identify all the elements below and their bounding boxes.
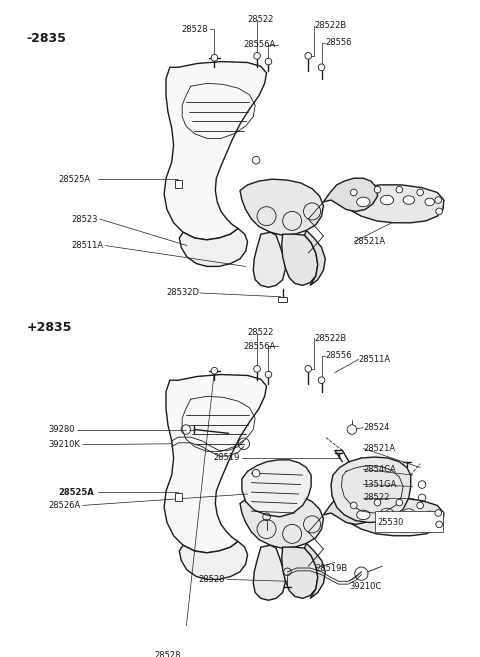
- Text: -2835: -2835: [26, 32, 67, 45]
- Circle shape: [252, 156, 260, 164]
- Text: 28511A: 28511A: [71, 241, 103, 250]
- Polygon shape: [304, 543, 325, 599]
- Circle shape: [374, 499, 381, 506]
- Text: 28521A: 28521A: [354, 237, 386, 246]
- Text: 28528: 28528: [198, 575, 225, 584]
- Ellipse shape: [403, 509, 415, 517]
- Polygon shape: [342, 498, 444, 535]
- Text: 28522B: 28522B: [314, 21, 346, 30]
- Polygon shape: [242, 460, 311, 517]
- Ellipse shape: [357, 510, 370, 520]
- Ellipse shape: [403, 196, 415, 204]
- Text: 28556A: 28556A: [244, 342, 276, 351]
- Circle shape: [417, 189, 423, 196]
- Text: 39280: 39280: [48, 425, 75, 434]
- Ellipse shape: [380, 509, 394, 518]
- Text: +2835: +2835: [26, 321, 72, 334]
- Ellipse shape: [380, 195, 394, 205]
- Polygon shape: [253, 233, 286, 287]
- Circle shape: [318, 64, 325, 70]
- Text: 28526A: 28526A: [48, 501, 81, 510]
- Text: 28522: 28522: [363, 493, 390, 503]
- Circle shape: [347, 425, 357, 434]
- Text: 28532D: 28532D: [166, 288, 199, 298]
- Text: 28522: 28522: [248, 15, 274, 24]
- Text: 28528: 28528: [155, 650, 181, 657]
- Polygon shape: [180, 541, 248, 579]
- Text: 25530: 25530: [377, 518, 404, 527]
- Circle shape: [350, 189, 357, 196]
- Circle shape: [435, 196, 442, 204]
- Polygon shape: [342, 185, 444, 223]
- Circle shape: [305, 365, 312, 372]
- Ellipse shape: [425, 511, 434, 518]
- Circle shape: [305, 53, 312, 59]
- Text: 28556: 28556: [325, 351, 352, 360]
- Text: 39210C: 39210C: [349, 583, 381, 591]
- Polygon shape: [331, 457, 411, 522]
- Text: 28519B: 28519B: [316, 564, 348, 572]
- Circle shape: [417, 502, 423, 509]
- Text: 28523: 28523: [71, 214, 98, 223]
- Circle shape: [252, 469, 260, 477]
- Ellipse shape: [357, 197, 370, 207]
- Circle shape: [350, 502, 357, 509]
- Circle shape: [211, 367, 218, 374]
- Text: 28522B: 28522B: [314, 334, 346, 343]
- Text: 39210K: 39210K: [48, 440, 80, 449]
- Circle shape: [435, 510, 442, 516]
- Text: 28525A: 28525A: [58, 487, 94, 497]
- Circle shape: [254, 53, 260, 59]
- Polygon shape: [324, 491, 377, 524]
- Polygon shape: [180, 229, 248, 267]
- Polygon shape: [240, 492, 324, 548]
- Text: 28556A: 28556A: [244, 40, 276, 49]
- Text: 28524: 28524: [363, 423, 390, 432]
- Ellipse shape: [425, 198, 434, 206]
- Polygon shape: [164, 62, 266, 240]
- Circle shape: [374, 187, 381, 193]
- Text: 28528: 28528: [181, 25, 208, 34]
- Circle shape: [265, 371, 272, 378]
- Bar: [278, 297, 288, 302]
- Circle shape: [396, 187, 403, 193]
- Bar: [175, 180, 182, 188]
- Polygon shape: [240, 179, 324, 235]
- Text: 28522: 28522: [248, 328, 274, 337]
- Polygon shape: [324, 178, 377, 212]
- Text: 28519: 28519: [214, 453, 240, 463]
- Polygon shape: [253, 545, 286, 600]
- Text: 28556: 28556: [325, 38, 352, 47]
- Text: 28511A: 28511A: [359, 355, 391, 364]
- Polygon shape: [164, 374, 266, 553]
- Circle shape: [211, 55, 218, 61]
- Circle shape: [436, 208, 443, 215]
- Polygon shape: [282, 234, 318, 285]
- Bar: [375, 511, 443, 532]
- Circle shape: [396, 499, 403, 506]
- Text: 2854CA: 2854CA: [363, 465, 396, 474]
- Polygon shape: [282, 547, 318, 599]
- Text: 28525A: 28525A: [58, 175, 90, 184]
- Polygon shape: [304, 231, 325, 285]
- Text: 28521A: 28521A: [363, 444, 396, 453]
- Text: 1351GA: 1351GA: [363, 480, 396, 489]
- Circle shape: [265, 58, 272, 65]
- Bar: [175, 493, 182, 501]
- Circle shape: [318, 377, 325, 384]
- Circle shape: [436, 521, 443, 528]
- Circle shape: [254, 365, 260, 372]
